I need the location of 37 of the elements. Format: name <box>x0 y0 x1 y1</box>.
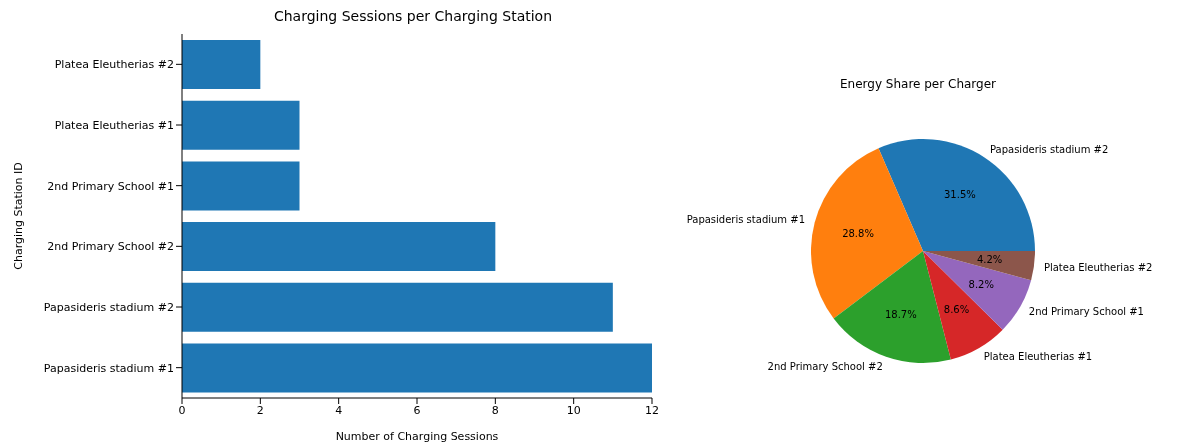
y-tick-label: Platea Eleutherias #1 <box>54 118 174 132</box>
chart-title: Energy Share per Charger <box>839 77 997 91</box>
bar <box>182 282 613 332</box>
x-axis-title: Number of Charging Sessions <box>335 430 499 443</box>
data-label: 18.7% <box>884 308 917 320</box>
slice-label: 2nd Primary School #2 <box>767 360 883 372</box>
slice-label: 2nd Primary School #1 <box>1028 306 1144 318</box>
slice-label: Platea Eleutherias #1 <box>983 351 1093 363</box>
y-tick-label: 2nd Primary School #2 <box>47 240 174 254</box>
bar <box>182 100 300 150</box>
data-label: 31.5% <box>944 189 976 201</box>
y-tick-label: 2nd Primary School #1 <box>47 179 174 193</box>
y-tick-label: Papasideris stadium #1 <box>43 361 174 375</box>
bar <box>182 343 652 393</box>
data-label: 28.8% <box>842 228 874 240</box>
x-tick-label: 10 <box>566 403 581 417</box>
y-tick-label: Papasideris stadium #2 <box>43 300 174 314</box>
data-label: 4.2% <box>976 254 1003 266</box>
bar <box>182 161 300 211</box>
x-tick-label: 6 <box>413 403 421 417</box>
y-tick-label: Platea Eleutherias #2 <box>54 58 174 72</box>
slice-label: Papasideris stadium #1 <box>686 214 806 226</box>
x-tick-label: 8 <box>491 403 499 417</box>
slice-label: Platea Eleutherias #2 <box>1043 261 1153 273</box>
bar <box>182 222 496 272</box>
pie-slice <box>923 251 1035 281</box>
slice-label: Papasideris stadium #2 <box>989 143 1109 155</box>
x-tick-label: 2 <box>256 403 264 417</box>
x-tick-label: 0 <box>178 403 186 417</box>
x-tick-label: 12 <box>645 403 659 417</box>
data-label: 8.6% <box>943 303 970 315</box>
data-label: 8.2% <box>968 278 994 290</box>
y-axis-title: Charging Station ID <box>11 162 25 270</box>
bar <box>182 40 261 90</box>
chart-title: Charging Sessions per Charging Station <box>272 8 554 26</box>
x-tick-label: 4 <box>335 403 343 417</box>
pie-slice <box>811 148 923 319</box>
